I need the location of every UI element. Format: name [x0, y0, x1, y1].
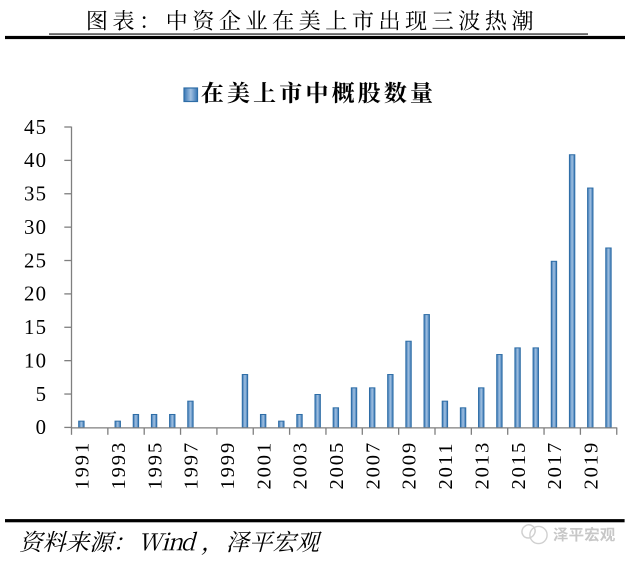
svg-text:2001: 2001: [253, 441, 275, 490]
svg-text:35: 35: [24, 183, 47, 206]
svg-text:1993: 1993: [108, 441, 130, 490]
svg-text:15: 15: [24, 316, 47, 339]
svg-text:1991: 1991: [72, 441, 94, 490]
svg-text:1997: 1997: [181, 441, 203, 490]
svg-text:30: 30: [24, 216, 47, 239]
svg-text:2011: 2011: [435, 442, 457, 490]
svg-text:1999: 1999: [217, 441, 239, 490]
svg-text:2015: 2015: [508, 441, 530, 490]
svg-text:1995: 1995: [144, 441, 166, 490]
svg-text:40: 40: [24, 149, 47, 172]
svg-text:5: 5: [36, 383, 48, 406]
svg-text:20: 20: [24, 283, 47, 306]
svg-text:0: 0: [36, 416, 48, 439]
svg-text:2003: 2003: [290, 441, 312, 490]
svg-text:2005: 2005: [326, 441, 348, 490]
svg-text:2009: 2009: [399, 441, 421, 490]
svg-text:2017: 2017: [544, 441, 566, 490]
svg-text:10: 10: [24, 349, 47, 372]
svg-text:2013: 2013: [471, 441, 493, 490]
svg-text:25: 25: [24, 249, 47, 272]
svg-text:45: 45: [24, 116, 47, 139]
svg-text:2019: 2019: [580, 441, 602, 490]
svg-text:2007: 2007: [362, 441, 384, 490]
